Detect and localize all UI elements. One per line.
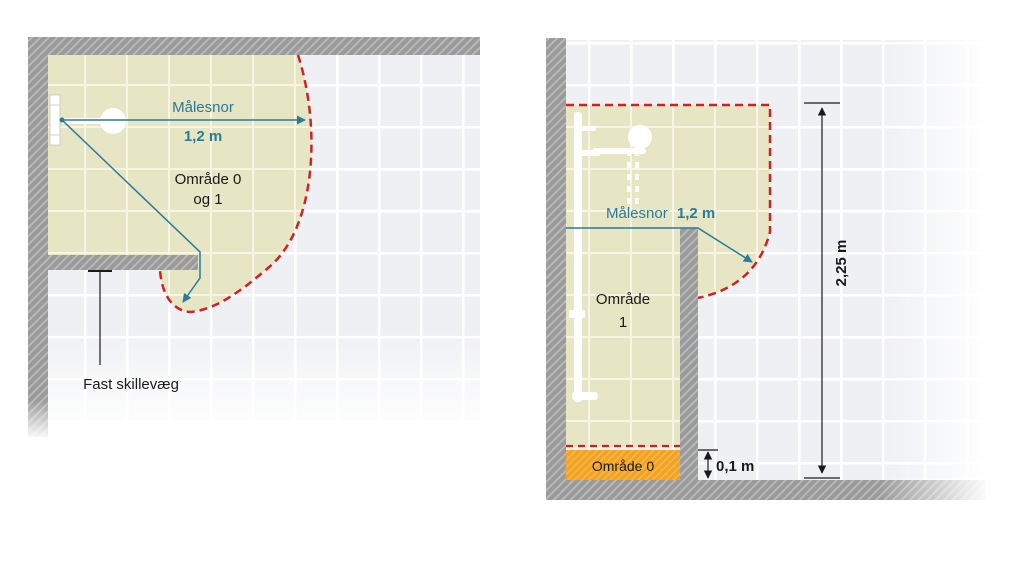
right-zone0-area <box>566 450 680 480</box>
right-zone1-border <box>566 103 772 300</box>
left-measure-value: 1,2 m <box>184 128 222 145</box>
left-measure-line-diagonal <box>61 119 201 303</box>
right-partition-wall <box>680 228 698 480</box>
right-zone1-label-line1: Område <box>596 291 650 308</box>
fixed-partition-wall <box>48 255 198 270</box>
right-measure-label: Målesnor <box>606 205 668 222</box>
right-floor <box>546 480 986 500</box>
right-zone1-area <box>566 105 770 447</box>
right-zone1-label-line2: 1 <box>619 314 627 331</box>
left-top-wall <box>28 37 480 55</box>
floor-gap-label: 0,1 m <box>716 458 754 475</box>
left-diagram: Målesnor 1,2 m Område 0 og 1 Fast skille… <box>28 37 490 440</box>
right-zone0-label: Område 0 <box>592 458 654 474</box>
right-measure-line <box>566 227 753 263</box>
right-side-wall <box>546 38 566 500</box>
shower-rail-icon <box>569 112 652 402</box>
left-measure-label: Målesnor <box>172 99 234 116</box>
right-measure-value: 1,2 m <box>677 205 715 222</box>
left-zone-label-line1: Område 0 <box>175 171 242 188</box>
right-diagram: Målesnor 1,2 m Område 1 Område 0 2,25 m … <box>546 38 990 502</box>
left-zone-border <box>158 54 313 314</box>
left-side-wall <box>28 37 48 437</box>
left-zone-label-line2: og 1 <box>193 191 222 208</box>
wall-caption: Fast skillevæg <box>83 376 179 393</box>
svg-text:Målesnor 1,2 m: Målesnor 1,2 m <box>606 205 715 222</box>
height-label: 2,25 m <box>833 240 850 287</box>
